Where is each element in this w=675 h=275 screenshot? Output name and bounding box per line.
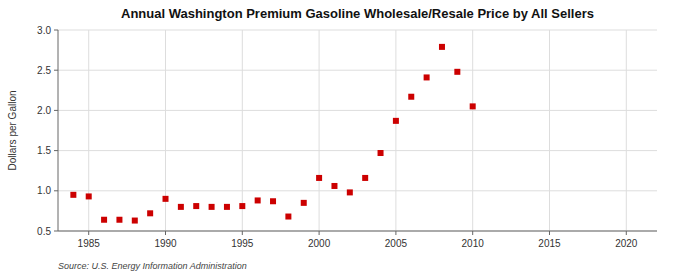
x-grid-line <box>88 30 89 231</box>
point <box>116 217 122 223</box>
points <box>70 44 475 224</box>
x-tick <box>242 231 243 235</box>
source-note: Source: U.S. Energy Information Administ… <box>58 261 247 271</box>
point <box>424 74 430 80</box>
y-tick-label: 0.5 <box>37 226 51 237</box>
y-axis-label: Dollars per Gallon <box>7 90 18 170</box>
x-grid-line <box>472 30 473 231</box>
x-grid-line <box>549 30 550 231</box>
point <box>193 203 199 209</box>
point <box>86 193 92 199</box>
y-grid-line <box>58 70 657 71</box>
x-tick-label: 1985 <box>78 238 101 249</box>
x-tick <box>626 231 627 235</box>
x-tick-label: 2020 <box>615 238 638 249</box>
point <box>378 150 384 156</box>
point <box>239 203 245 209</box>
point <box>301 200 307 206</box>
point <box>362 175 368 181</box>
point <box>70 192 76 198</box>
y-grid-line <box>58 110 657 111</box>
x-tick-label: 1990 <box>154 238 177 249</box>
x-ticks: 1985 1990 1995 2000 2005 2010 2015 2020 <box>78 231 638 249</box>
point <box>331 183 337 189</box>
y-tick <box>54 150 58 151</box>
point <box>439 44 445 50</box>
y-grid-line <box>58 30 657 31</box>
point <box>163 196 169 202</box>
point <box>285 214 291 220</box>
y-tick <box>54 30 58 31</box>
x-axis-line <box>58 231 657 232</box>
x-grid-line <box>319 30 320 231</box>
grid <box>58 30 657 231</box>
x-tick <box>319 231 320 235</box>
x-grid-line <box>242 30 243 231</box>
y-grid-line <box>58 190 657 191</box>
point <box>408 94 414 100</box>
point <box>178 204 184 210</box>
x-tick <box>472 231 473 235</box>
x-tick-label: 2015 <box>538 238 561 249</box>
x-tick <box>395 231 396 235</box>
point <box>454 69 460 75</box>
point <box>224 204 230 210</box>
point <box>316 175 322 181</box>
point <box>132 218 138 224</box>
y-axis-line <box>58 30 59 231</box>
point <box>270 198 276 204</box>
x-tick-label: 2010 <box>462 238 485 249</box>
y-tick-label: 2.0 <box>37 105 51 116</box>
y-tick <box>54 110 58 111</box>
x-tick-label: 2005 <box>385 238 408 249</box>
y-tick <box>54 190 58 191</box>
y-tick-label: 1.5 <box>37 145 51 156</box>
point <box>147 210 153 216</box>
point <box>209 204 215 210</box>
y-tick-label: 2.5 <box>37 65 51 76</box>
point <box>347 189 353 195</box>
chart-svg: 1985 1990 1995 2000 2005 2010 2015 2020 0.5 1.0 1.… <box>0 0 675 275</box>
y-grid-line <box>58 231 657 232</box>
chart-container: 1985 1990 1995 2000 2005 2010 2015 2020 0.5 1.0 1.… <box>0 0 675 275</box>
x-grid-line <box>626 30 627 231</box>
y-tick <box>54 231 58 232</box>
y-ticks: 0.5 1.0 1.5 2.0 2.5 3.0 <box>37 25 58 237</box>
x-tick-label: 2000 <box>308 238 331 249</box>
x-tick <box>88 231 89 235</box>
y-tick-label: 1.0 <box>37 185 51 196</box>
point <box>255 197 261 203</box>
title: Annual Washington Premium Gasoline Whole… <box>121 6 594 21</box>
point <box>470 103 476 109</box>
point <box>393 118 399 124</box>
y-grid-line <box>58 150 657 151</box>
x-tick <box>549 231 550 235</box>
y-tick <box>54 70 58 71</box>
x-tick <box>165 231 166 235</box>
x-grid-line <box>395 30 396 231</box>
point <box>101 217 107 223</box>
y-tick-label: 3.0 <box>37 25 51 36</box>
x-tick-label: 1995 <box>231 238 254 249</box>
